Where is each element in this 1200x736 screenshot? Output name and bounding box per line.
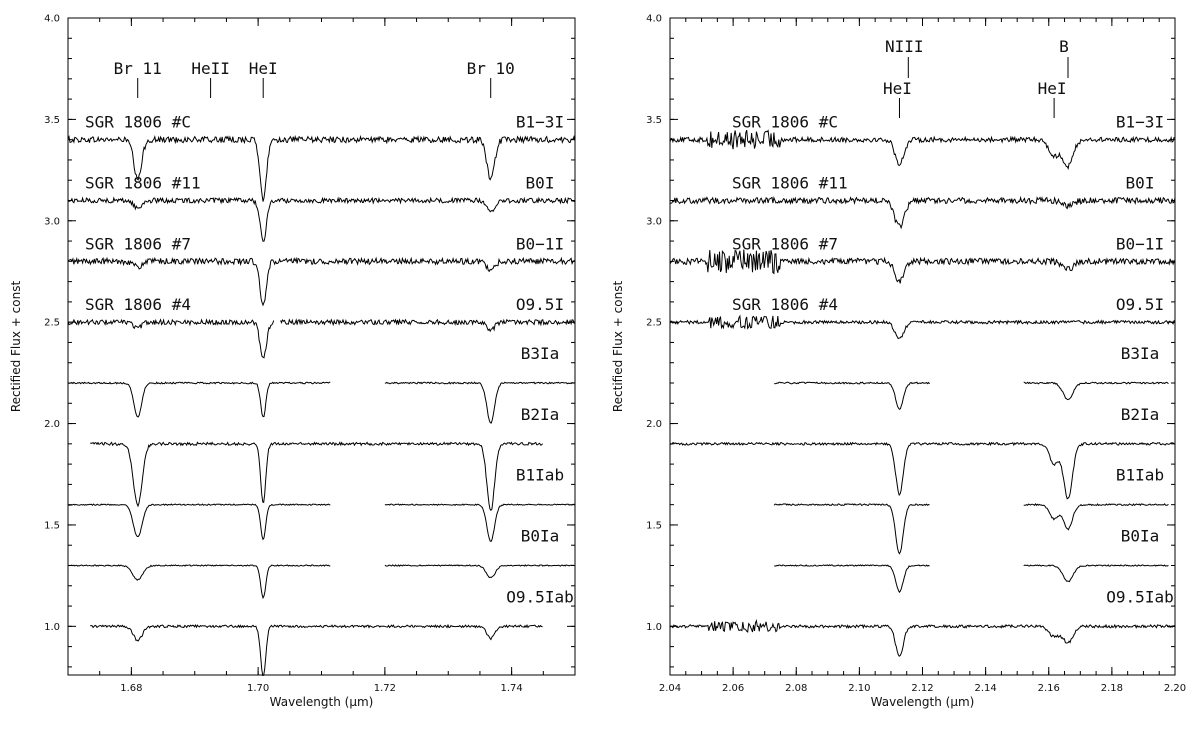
y-tick-label: 2.5 [44,318,60,329]
line-id-label: HeI [883,79,912,98]
x-tick-label: 2.10 [848,683,870,694]
spectrum-line [67,503,576,542]
line-id-label: Br 10 [467,59,515,78]
y-axis-label: Rectified Flux + const [611,281,625,413]
spectral-type-label: O9.5Iab [1106,587,1173,606]
y-tick-label: 3.0 [646,216,662,227]
x-tick-label: 2.06 [722,683,744,694]
y-axis: 1.0 1.5 2.0 2.5 3.0 3.5 4.0 [44,14,575,668]
x-tick-label: 2.04 [659,683,681,694]
spectral-type-label: B0−1I [1116,234,1164,253]
spectrum-line [669,441,1176,500]
spectral-type-label: B0−1I [516,234,564,253]
star-label: SGR 1806 #4 [85,295,191,314]
star-label: SGR 1806 #C [85,113,191,132]
spectral-type-label: B3Ia [521,344,560,363]
spectral-type-label: B1−3I [1116,113,1164,132]
y-tick-label: 1.0 [44,622,60,633]
y-axis: 1.0 1.5 2.0 2.5 3.0 3.5 4.0 [646,14,1175,668]
spectral-type-label: O9.5I [516,295,564,314]
y-tick-label: 2.0 [44,419,60,430]
line-identifications: Br 11 HeII HeI Br 10 [114,59,515,98]
spectral-type-label: B0Ia [1121,527,1160,546]
spectrum-line [774,381,1169,410]
spectral-type-label: B0Ia [521,527,560,546]
y-tick-label: 1.0 [646,622,662,633]
spectrum-line [669,195,1176,230]
spectrum-line [774,564,1169,594]
x-tick-label: 1.68 [120,683,142,694]
y-tick-label: 4.0 [44,14,60,25]
x-axis-label: Wavelength (μm) [270,695,374,709]
panel-k-band: 1.0 1.5 2.0 2.5 3.0 3.5 4.0 2.04 2.06 2.08 2.10 2.1… [611,14,1186,710]
y-tick-label: 2.0 [646,419,662,430]
x-tick-label: 2.14 [974,683,996,694]
y-tick-label: 4.0 [646,14,662,25]
x-axis-label: Wavelength (μm) [871,695,975,709]
star-label: SGR 1806 #11 [732,174,848,193]
star-label: SGR 1806 #4 [732,295,838,314]
spectral-type-label: B2Ia [1121,405,1160,424]
x-tick-label: 1.74 [500,683,522,694]
y-tick-label: 3.0 [44,216,60,227]
spectral-type-label: B1−3I [516,113,564,132]
spectral-type-label: B0I [1126,174,1155,193]
y-tick-label: 1.5 [44,520,60,531]
spectrum-line [669,129,1176,171]
spectral-type-label: B0I [526,174,555,193]
spectrum-line [67,564,576,600]
x-axis: 2.04 2.06 2.08 2.10 2.12 2.14 2.16 2.18 2.20 [659,18,1186,694]
spectra: SGR 1806 #C B1−3I SGR 1806 #11 B0I SGR 1806 … [669,113,1176,657]
spectrum-line [669,249,1176,284]
spectra: SGR 1806 #C B1−3I SGR 1806 #11 B0I SGR 1806 … [67,113,576,677]
spectrum-line [669,314,1176,340]
x-tick-label: 2.12 [911,683,933,694]
spectral-type-label: B3Ia [1121,344,1160,363]
spectral-type-label: O9.5I [1116,295,1164,314]
star-label: SGR 1806 #7 [85,234,191,253]
spectrum-line [90,623,543,677]
x-tick-label: 2.20 [1164,683,1186,694]
spectrum-line [67,134,576,202]
line-id-label: HeI [249,59,278,78]
spectrum-line [67,256,575,307]
y-tick-label: 3.5 [646,115,662,126]
line-id-label: HeI [1038,79,1067,98]
spectrum-line [67,318,576,359]
y-tick-label: 3.5 [44,115,60,126]
spectral-type-label: B2Ia [521,405,560,424]
x-tick-label: 2.08 [785,683,807,694]
spectrum-line [67,196,576,242]
y-tick-label: 1.5 [646,520,662,531]
y-axis-label: Rectified Flux + const [9,281,23,413]
panel-h-band: 1.0 1.5 2.0 2.5 3.0 3.5 4.0 1.68 1.70 1.72 1.74 Wav… [9,14,576,709]
spectrum-line [773,503,1169,555]
line-id-label: Br 11 [114,59,162,78]
spectrum-line [669,619,1176,657]
spectral-type-label: B1Iab [516,466,564,485]
x-tick-label: 2.18 [1101,683,1123,694]
line-id-label: HeII [191,59,230,78]
y-tick-label: 2.5 [646,318,662,329]
line-id-label: NIII [885,37,924,56]
spectrum-line [90,441,543,512]
star-label: SGR 1806 #7 [732,234,838,253]
x-axis: 1.68 1.70 1.72 1.74 [67,18,576,694]
star-label: SGR 1806 #C [732,113,838,132]
x-tick-label: 1.72 [374,683,396,694]
x-tick-label: 2.16 [1038,683,1060,694]
spectral-type-label: O9.5Iab [506,587,573,606]
spectral-type-label: B1Iab [1116,466,1164,485]
line-id-label: B [1059,37,1069,56]
line-identifications: NIII HeI B HeI [883,37,1069,118]
star-label: SGR 1806 #11 [85,174,201,193]
x-tick-label: 1.70 [247,683,269,694]
spectrum-line [67,381,576,424]
